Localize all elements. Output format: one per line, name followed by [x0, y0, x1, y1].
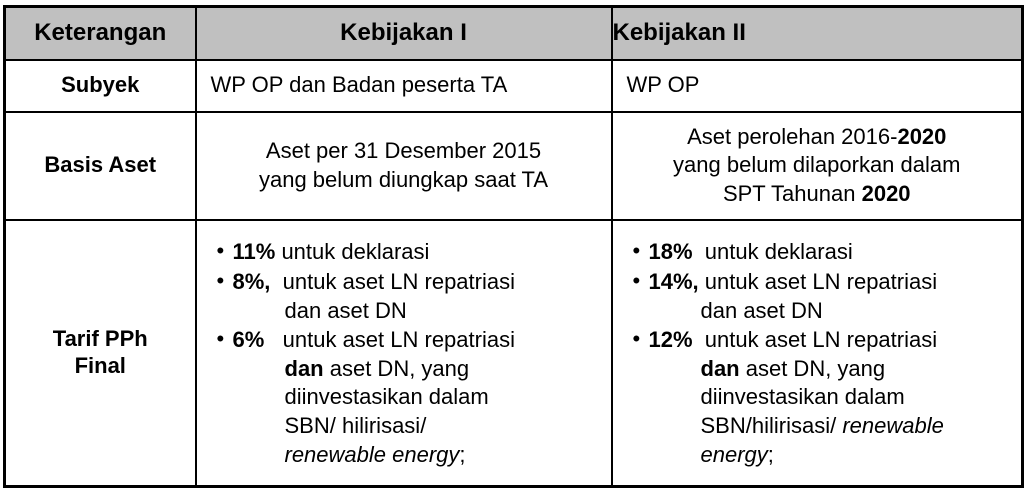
- table-row-basis-aset: Basis Aset Aset per 31 Desember 2015 yan…: [3, 110, 1024, 221]
- row-label-tarif-line-2: Final: [74, 352, 126, 378]
- rate-cont-k2-3-1-plain: aset DN, yang: [739, 355, 886, 381]
- rate-list-kebijakan-2: 18% untuk deklarasi 14%, untuk aset LN r…: [613, 229, 1022, 476]
- rate-cont-k1-3-3: SBN/ hilirisasi/: [284, 412, 427, 438]
- basis-aset-k2-line-3-year: 2020: [861, 180, 911, 206]
- rate-item-k2-2: 14%, untuk aset LN repatriasi dan aset D…: [633, 267, 1014, 325]
- cell-subyek-kebijakan-1: WP OP dan Badan peserta TA: [194, 58, 613, 113]
- rate-cont-k2-3-2: diinvestasikan dalam: [700, 384, 905, 410]
- column-header-kebijakan-1: Kebijakan I: [194, 5, 613, 61]
- rate-cont-k1-3-4-plain: ;: [459, 441, 466, 467]
- tax-policy-comparison-table: Keterangan Kebijakan I Kebijakan II Suby…: [3, 5, 1024, 488]
- cell-tarif-kebijakan-1: 11% untuk deklarasi 8%, untuk aset LN re…: [194, 218, 613, 488]
- rate-cont-k2-3-1: dan aset DN, yang: [649, 355, 1014, 384]
- rate-cont-k2-3-3: SBN/hilirisasi/ renewable: [649, 412, 1014, 441]
- column-header-kebijakan-2: Kebijakan II: [610, 5, 1024, 61]
- basis-aset-k1-line-1: Aset per 31 Desember 2015: [265, 138, 542, 164]
- rate-value-k1-2: 8%,: [232, 268, 271, 294]
- rate-cont-k2-3-3-italic: renewable: [842, 412, 944, 438]
- rate-item-k1-3: 6% untuk aset LN repatriasi dan aset DN,…: [217, 325, 603, 470]
- basis-aset-k1-line-2: yang belum diungkap saat TA: [258, 166, 549, 192]
- rate-cont-k1-3-4: renewable energy;: [233, 441, 603, 470]
- rate-cont-k2-3-3-plain: SBN/hilirisasi/: [700, 412, 843, 438]
- header-row: Keterangan Kebijakan I Kebijakan II: [3, 5, 1024, 61]
- table-row-subyek: Subyek WP OP dan Badan peserta TA WP OP: [3, 58, 1024, 113]
- rate-text-k2-2: untuk aset LN repatriasi: [698, 268, 938, 294]
- rate-cont-k2-3-4-plain: ;: [767, 441, 774, 467]
- basis-aset-k2-line-3: SPT Tahunan 2020: [627, 180, 1008, 208]
- cell-subyek-kebijakan-2: WP OP: [610, 58, 1024, 113]
- rate-cont-k1-3-4-italic: renewable energy: [284, 441, 460, 467]
- rate-value-k1-3: 6%: [232, 327, 265, 353]
- rate-item-k2-1: 18% untuk deklarasi: [633, 237, 1014, 267]
- row-label-tarif-line-1: Tarif PPh: [52, 325, 148, 351]
- row-label-tarif-pph-final: Tarif PPh Final: [3, 218, 197, 488]
- cell-basis-aset-kebijakan-2: Aset perolehan 2016-2020 yang belum dila…: [610, 110, 1024, 221]
- cell-subyek-kebijakan-1-text: WP OP dan Badan peserta TA: [210, 72, 508, 98]
- rate-cont-k1-3-1: dan aset DN, yang: [233, 355, 603, 384]
- rate-cont-k1-3-1-bold: dan: [284, 355, 324, 381]
- table-header: Keterangan Kebijakan I Kebijakan II: [3, 5, 1024, 61]
- cell-basis-aset-kebijakan-1: Aset per 31 Desember 2015 yang belum diu…: [194, 110, 613, 221]
- rate-cont-k1-3-2: diinvestasikan dalam: [284, 384, 489, 410]
- rate-value-k2-2: 14%,: [648, 268, 699, 294]
- cell-tarif-kebijakan-2: 18% untuk deklarasi 14%, untuk aset LN r…: [610, 218, 1024, 488]
- cell-basis-aset-kebijakan-2-text: Aset perolehan 2016-2020 yang belum dila…: [613, 117, 1022, 213]
- rate-cont-k1-3-1-plain: aset DN, yang: [323, 355, 470, 381]
- row-label-subyek: Subyek: [3, 58, 197, 113]
- basis-aset-k2-line-3-plain: SPT Tahunan: [722, 180, 862, 206]
- basis-aset-k2-line-1-plain: Aset perolehan 2016-: [687, 124, 898, 150]
- rate-cont-k2-2-1: dan aset DN: [700, 297, 823, 323]
- rate-cont-k1-2-1: dan aset DN: [284, 297, 407, 323]
- rate-value-k2-3: 12%: [648, 327, 693, 353]
- column-header-keterangan: Keterangan: [3, 5, 197, 61]
- rate-cont-k2-3-1-bold: dan: [700, 355, 740, 381]
- table-body: Subyek WP OP dan Badan peserta TA WP OP …: [3, 58, 1024, 488]
- table-row-tarif-pph-final: Tarif PPh Final 11% untuk deklarasi 8%, …: [3, 218, 1024, 488]
- rate-item-k1-2: 8%, untuk aset LN repatriasi dan aset DN: [217, 267, 603, 325]
- cell-basis-aset-kebijakan-1-text: Aset per 31 Desember 2015 yang belum diu…: [197, 131, 611, 199]
- rate-cont-k2-3-4: energy;: [649, 441, 1014, 470]
- rate-item-k1-1: 11% untuk deklarasi: [217, 237, 603, 267]
- rate-value-k1-1: 11%: [232, 239, 276, 265]
- basis-aset-k2-line-1: Aset perolehan 2016-2020: [627, 123, 1008, 151]
- rate-value-k2-1: 18%: [648, 239, 693, 265]
- cell-subyek-kebijakan-2-text: WP OP: [626, 72, 700, 98]
- rate-text-k1-1: untuk deklarasi: [275, 239, 430, 265]
- rate-text-k1-2: untuk aset LN repatriasi: [270, 268, 515, 294]
- basis-aset-k2-line-2: yang belum dilaporkan dalam: [673, 152, 961, 178]
- row-label-basis-aset: Basis Aset: [3, 110, 197, 221]
- rate-text-k2-3: untuk aset LN repatriasi: [692, 327, 938, 353]
- rate-cont-k2-3-4-italic: energy: [700, 441, 768, 467]
- basis-aset-k2-line-1-year: 2020: [897, 124, 947, 150]
- rate-item-k2-3: 12% untuk aset LN repatriasi dan aset DN…: [633, 325, 1014, 470]
- rate-list-kebijakan-1: 11% untuk deklarasi 8%, untuk aset LN re…: [197, 229, 611, 476]
- rate-text-k1-3: untuk aset LN repatriasi: [264, 327, 515, 353]
- rate-text-k2-1: untuk deklarasi: [692, 239, 853, 265]
